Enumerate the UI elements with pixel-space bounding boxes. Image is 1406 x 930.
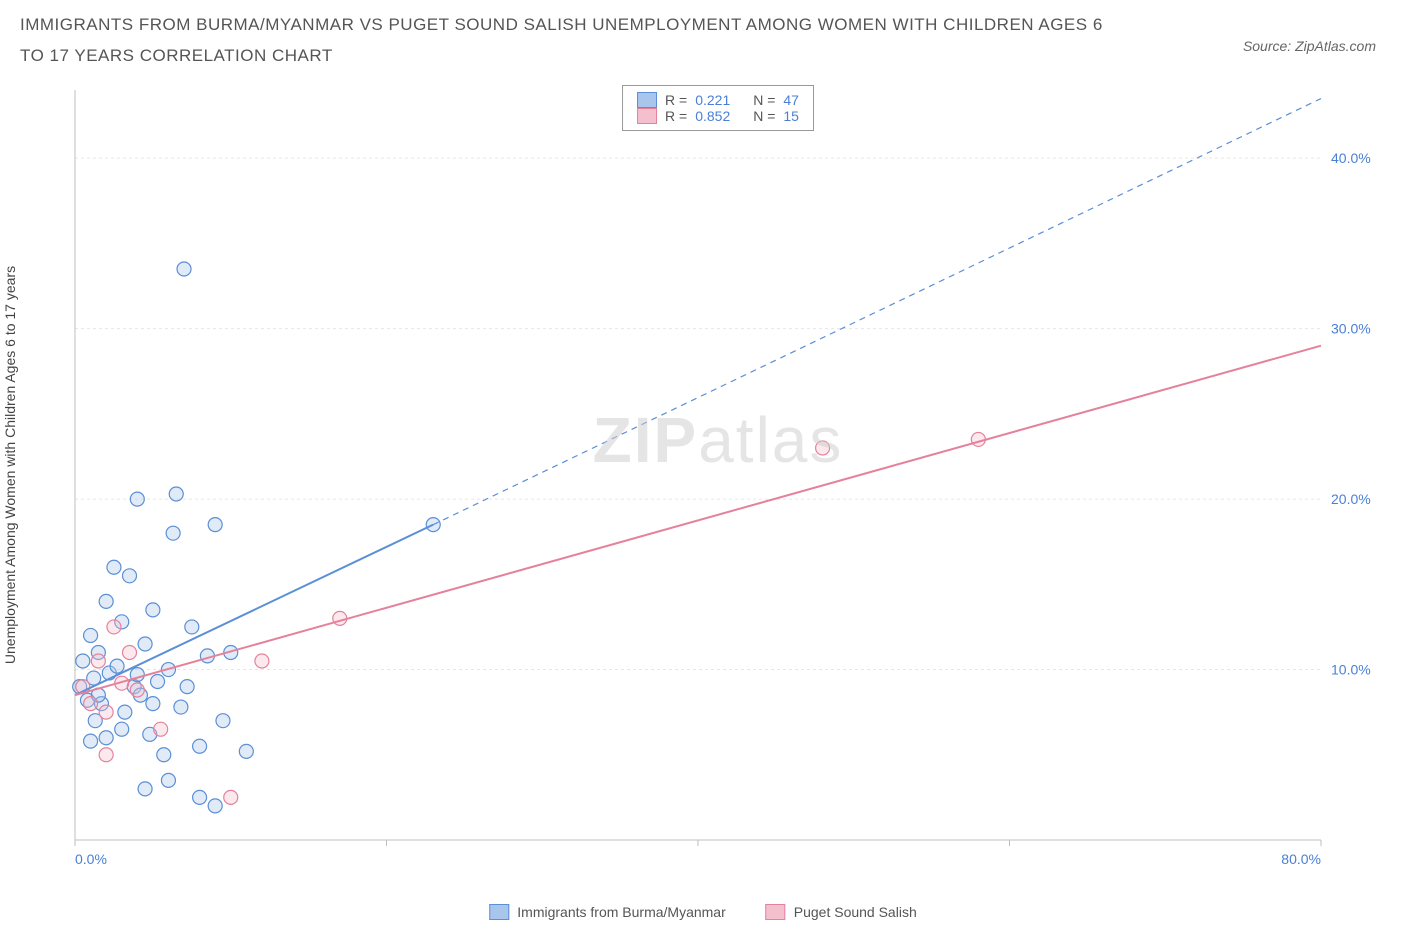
data-point [76, 654, 90, 668]
x-tick-label: 80.0% [1281, 851, 1321, 867]
legend-swatch [637, 92, 657, 108]
legend-r-value: 0.852 [695, 108, 745, 124]
data-point [208, 799, 222, 813]
legend-swatch [637, 108, 657, 124]
data-point [157, 748, 171, 762]
stats-legend: R = 0.221 N = 47 R = 0.852 N = 15 [622, 85, 814, 131]
legend-row: R = 0.852 N = 15 [637, 108, 799, 124]
regression-line [75, 346, 1321, 695]
x-tick-label: 0.0% [75, 851, 107, 867]
data-point [99, 705, 113, 719]
data-point [208, 518, 222, 532]
data-point [107, 620, 121, 634]
data-point [180, 680, 194, 694]
legend-row: R = 0.221 N = 47 [637, 92, 799, 108]
data-point [224, 790, 238, 804]
data-point [151, 674, 165, 688]
data-point [154, 722, 168, 736]
data-point [174, 700, 188, 714]
scatter-plot: 10.0% 20.0% 30.0% 40.0% 0.0% 80.0% [55, 80, 1381, 880]
data-point [123, 646, 137, 660]
data-point [193, 790, 207, 804]
data-point [169, 487, 183, 501]
y-tick-label: 10.0% [1331, 662, 1371, 678]
data-point [84, 734, 98, 748]
source-prefix: Source: [1243, 38, 1295, 54]
data-point [185, 620, 199, 634]
data-point [130, 492, 144, 506]
legend-swatch [489, 904, 509, 920]
data-point [239, 744, 253, 758]
legend-r-label: R = [665, 108, 687, 124]
chart-area: 10.0%20.0%30.0%40.0%0.0%80.0% ZIPatlas R… [55, 80, 1381, 880]
legend-r-value: 0.221 [695, 92, 745, 108]
data-point [84, 697, 98, 711]
series-legend-item: Immigrants from Burma/Myanmar [489, 904, 725, 920]
series-legend: Immigrants from Burma/Myanmar Puget Sound… [489, 904, 916, 920]
data-point [99, 594, 113, 608]
data-point [107, 560, 121, 574]
data-point [161, 773, 175, 787]
legend-n-value: 47 [783, 92, 799, 108]
data-point [84, 628, 98, 642]
data-point [816, 441, 830, 455]
data-point [146, 603, 160, 617]
series-name: Immigrants from Burma/Myanmar [517, 904, 725, 920]
data-point [333, 611, 347, 625]
data-point [146, 697, 160, 711]
data-point [91, 654, 105, 668]
data-point [130, 683, 144, 697]
chart-title: IMMIGRANTS FROM BURMA/MYANMAR VS PUGET S… [20, 10, 1120, 71]
source-attribution: Source: ZipAtlas.com [1243, 38, 1376, 54]
legend-n-label: N = [753, 108, 775, 124]
data-point [193, 739, 207, 753]
data-point [115, 722, 129, 736]
legend-n-label: N = [753, 92, 775, 108]
data-point [166, 526, 180, 540]
data-point [138, 782, 152, 796]
y-tick-label: 30.0% [1331, 321, 1371, 337]
data-point [177, 262, 191, 276]
series-name: Puget Sound Salish [794, 904, 917, 920]
legend-n-value: 15 [783, 108, 799, 124]
legend-r-label: R = [665, 92, 687, 108]
data-point [99, 731, 113, 745]
y-tick-label: 40.0% [1331, 150, 1371, 166]
source-name: ZipAtlas.com [1295, 38, 1376, 54]
data-point [255, 654, 269, 668]
y-tick-label: 20.0% [1331, 491, 1371, 507]
data-point [118, 705, 132, 719]
regression-extrapolation [433, 99, 1321, 525]
data-point [110, 659, 124, 673]
data-point [216, 714, 230, 728]
data-point [99, 748, 113, 762]
data-point [123, 569, 137, 583]
legend-swatch [766, 904, 786, 920]
series-legend-item: Puget Sound Salish [766, 904, 917, 920]
data-point [138, 637, 152, 651]
y-axis-label: Unemployment Among Women with Children A… [2, 266, 18, 664]
